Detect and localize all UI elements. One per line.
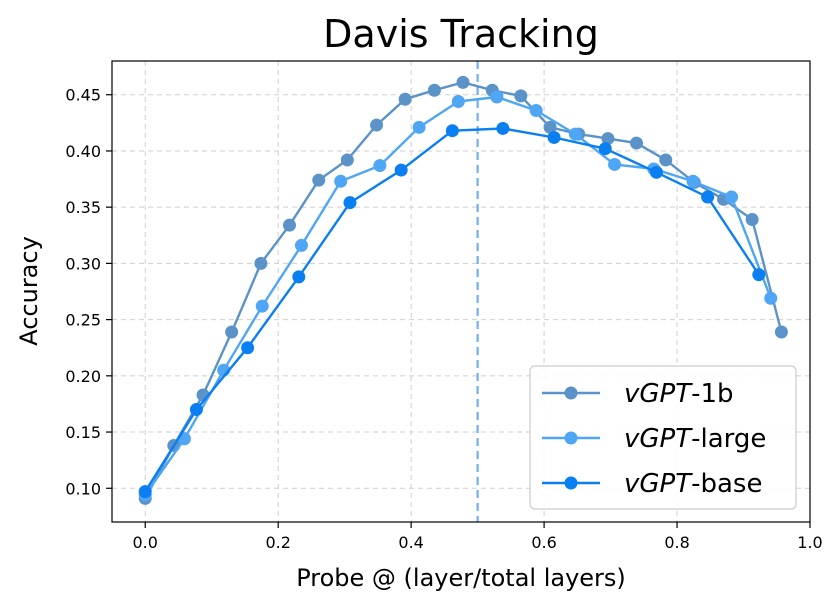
data-point bbox=[334, 174, 348, 188]
data-point bbox=[412, 120, 426, 134]
legend-label-italic: vGPT bbox=[624, 379, 693, 409]
legend-marker bbox=[564, 431, 578, 445]
legend-label-italic: vGPT bbox=[624, 424, 693, 454]
data-point bbox=[701, 190, 715, 204]
data-point bbox=[659, 153, 673, 167]
legend-label: vGPT-1b bbox=[624, 379, 734, 409]
data-point bbox=[649, 165, 663, 179]
legend-label-suffix: -base bbox=[691, 469, 762, 499]
data-series bbox=[138, 75, 788, 505]
data-point bbox=[370, 118, 384, 132]
y-tick-label: 0.10 bbox=[65, 479, 101, 498]
chart-title: Davis Tracking bbox=[323, 12, 599, 56]
data-point bbox=[529, 103, 543, 117]
data-point bbox=[547, 130, 561, 144]
data-point bbox=[543, 120, 557, 134]
data-point bbox=[282, 218, 296, 232]
data-point bbox=[629, 136, 643, 150]
axes: 0.0 0.2 0.4 0.6 0.8 1.0 0.10 0.15 0.20 0.25 0.30 0.… bbox=[65, 60, 823, 552]
x-tick-label: 0.6 bbox=[531, 533, 556, 552]
data-point bbox=[608, 157, 622, 171]
legend-marker bbox=[564, 386, 578, 400]
x-tick-label: 0.2 bbox=[265, 533, 290, 552]
data-point bbox=[764, 291, 778, 305]
data-point bbox=[294, 238, 308, 252]
data-point bbox=[292, 270, 306, 284]
data-point bbox=[496, 121, 510, 135]
data-point bbox=[568, 127, 582, 141]
legend-label: vGPT-large bbox=[624, 424, 766, 454]
x-tick-label: 0.8 bbox=[664, 533, 689, 552]
data-point bbox=[343, 196, 357, 210]
legend-box bbox=[529, 365, 797, 510]
y-axis-title: Accuracy bbox=[15, 236, 43, 346]
data-point bbox=[725, 190, 739, 204]
series-group bbox=[138, 121, 766, 499]
x-tick-label: 0.4 bbox=[398, 533, 423, 552]
data-point bbox=[373, 159, 387, 173]
x-tick-label: 0.0 bbox=[133, 533, 158, 552]
data-point bbox=[189, 403, 203, 417]
data-point bbox=[456, 75, 470, 89]
y-tick-label: 0.30 bbox=[65, 254, 101, 273]
data-point bbox=[686, 174, 700, 188]
data-point bbox=[312, 173, 326, 187]
legend-label: vGPT-base bbox=[624, 469, 762, 499]
data-point bbox=[490, 90, 504, 104]
legend-label-italic: vGPT bbox=[624, 469, 693, 499]
y-tick-label: 0.20 bbox=[65, 367, 101, 386]
data-point bbox=[427, 83, 441, 97]
x-axis-title: Probe @ (layer/total layers) bbox=[296, 564, 626, 592]
data-point bbox=[241, 341, 255, 355]
data-point bbox=[398, 92, 412, 106]
data-point bbox=[225, 325, 239, 339]
data-point bbox=[598, 142, 612, 156]
data-point bbox=[138, 485, 152, 499]
data-point bbox=[254, 256, 268, 270]
legend-label-suffix: -large bbox=[691, 424, 766, 454]
data-point bbox=[601, 132, 615, 146]
data-point bbox=[445, 124, 459, 138]
data-point bbox=[752, 268, 766, 282]
y-tick-label: 0.25 bbox=[65, 311, 101, 330]
data-point bbox=[514, 89, 528, 103]
y-tick-label: 0.45 bbox=[65, 86, 101, 105]
x-tick-label: 1.0 bbox=[797, 533, 822, 552]
data-point bbox=[745, 213, 759, 227]
data-point bbox=[255, 299, 269, 313]
legend-label-suffix: -1b bbox=[691, 379, 733, 409]
y-tick-label: 0.35 bbox=[65, 198, 101, 217]
plot-frame bbox=[111, 60, 811, 523]
legend-marker bbox=[564, 476, 578, 490]
data-point bbox=[451, 94, 465, 108]
data-point bbox=[394, 163, 408, 177]
data-point bbox=[774, 325, 788, 339]
data-point bbox=[340, 153, 354, 167]
y-tick-label: 0.40 bbox=[65, 142, 101, 161]
y-tick-label: 0.15 bbox=[65, 423, 101, 442]
